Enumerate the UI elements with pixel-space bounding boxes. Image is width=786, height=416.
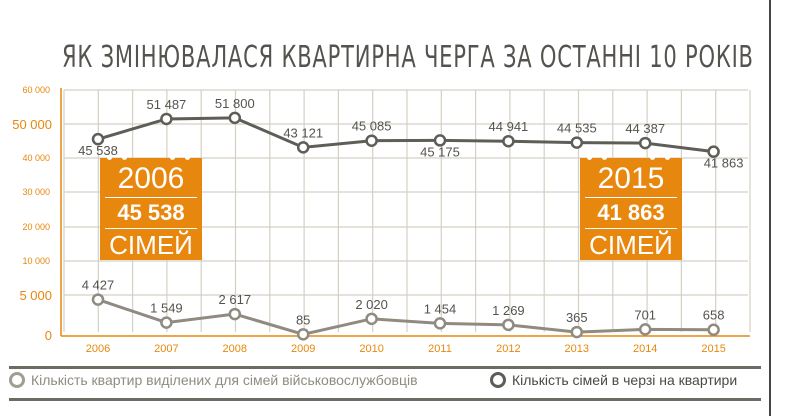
- y-tick-label: 50 000: [12, 117, 52, 132]
- data-label: 1 454: [424, 301, 457, 316]
- data-label: 365: [566, 310, 588, 325]
- data-label: 701: [634, 307, 656, 322]
- data-point: [433, 317, 447, 330]
- data-label: 45 175: [420, 144, 460, 159]
- x-tick-label: 2011: [428, 343, 452, 355]
- data-point: [570, 136, 584, 149]
- x-tick-label: 2007: [154, 343, 178, 355]
- legend-item-queue: Кількість сімей в черзі на квартири: [490, 372, 737, 388]
- data-point: [638, 323, 652, 336]
- chart-title: ЯК ЗМІНЮВАЛАСЯ КВАРТИРНА ЧЕРГА ЗА ОСТАНН…: [62, 40, 754, 75]
- data-label: 44 941: [489, 119, 529, 134]
- y-tick-label: 20 000: [22, 222, 50, 232]
- y-tick-label: 0: [45, 328, 52, 343]
- callout-2006: 2006 45 538 СІМЕЙ: [100, 156, 202, 260]
- data-label: 1 549: [150, 301, 183, 316]
- data-label: 51 800: [215, 96, 255, 111]
- data-point: [707, 145, 720, 158]
- data-point: [365, 134, 378, 147]
- data-label: 2 617: [219, 292, 252, 307]
- x-tick-label: 2006: [86, 343, 110, 355]
- data-label: 44 535: [557, 121, 597, 136]
- data-point: [160, 112, 173, 126]
- data-label: 41 863: [704, 156, 744, 171]
- data-label: 1 269: [492, 303, 525, 318]
- y-tick-label: 10 000: [22, 256, 50, 266]
- data-point: [570, 325, 584, 339]
- data-point: [707, 323, 720, 336]
- x-tick-label: 2014: [633, 343, 657, 355]
- callout-year: 2006: [117, 162, 185, 195]
- y-tick-label: 5 000: [19, 288, 52, 303]
- data-point: [502, 134, 515, 148]
- callout-unit: СІМЕЙ: [589, 230, 673, 260]
- legend-label: Кількість сімей в черзі на квартири: [512, 372, 738, 388]
- x-tick-label: 2010: [359, 343, 383, 355]
- x-tick-label: 2013: [565, 343, 589, 355]
- data-point: [228, 111, 242, 125]
- data-point: [502, 318, 515, 332]
- series-line: [97, 298, 714, 336]
- callout-value: 45 538: [105, 197, 197, 229]
- legend-divider-top: [9, 366, 761, 369]
- data-label: 43 121: [283, 125, 323, 140]
- data-label: 4 427: [82, 278, 115, 293]
- x-tick-label: 2012: [496, 343, 520, 355]
- legend-divider-bottom: [9, 398, 761, 401]
- y-tick-label: 40 000: [22, 153, 50, 163]
- y-tick-label: 60 000: [22, 85, 50, 95]
- legend-label: Кількість квартир виділених для сімей ві…: [31, 372, 418, 388]
- data-label: 51 487: [147, 97, 187, 112]
- callout-2015: 2015 41 863 СІМЕЙ: [580, 156, 682, 260]
- data-point: [91, 132, 105, 146]
- data-point: [433, 134, 447, 147]
- data-point: [160, 316, 173, 329]
- data-label: 44 387: [625, 121, 665, 136]
- data-label: 85: [296, 312, 310, 327]
- legend-item-allocated: Кількість квартир виділених для сімей ві…: [9, 372, 418, 388]
- ring-icon: [9, 372, 25, 388]
- data-label: 658: [703, 308, 725, 323]
- data-point: [638, 136, 652, 150]
- data-label: 2 020: [355, 297, 388, 312]
- data-point: [296, 328, 310, 341]
- y-tick-label: 30 000: [22, 187, 50, 197]
- data-point: [365, 312, 378, 326]
- data-point: [228, 307, 242, 321]
- x-tick-label: 2009: [291, 343, 315, 355]
- x-tick-label: 2008: [223, 343, 247, 355]
- data-label: 45 538: [78, 143, 118, 158]
- callout-year: 2015: [597, 162, 665, 195]
- data-label: 45 085: [352, 119, 392, 134]
- data-point: [91, 293, 105, 306]
- x-tick-label: 2015: [701, 343, 725, 355]
- callout-unit: СІМЕЙ: [109, 230, 193, 260]
- series-line: [97, 116, 714, 154]
- data-point: [296, 141, 310, 154]
- callout-value: 41 863: [585, 197, 677, 229]
- ring-icon: [490, 372, 506, 388]
- frame-border: [769, 0, 771, 416]
